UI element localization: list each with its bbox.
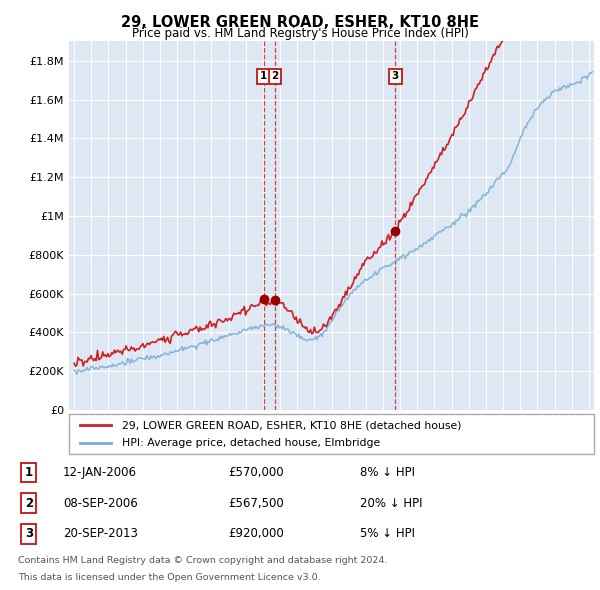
Text: £920,000: £920,000 [228,527,284,540]
Text: 3: 3 [392,71,399,81]
Text: Contains HM Land Registry data © Crown copyright and database right 2024.: Contains HM Land Registry data © Crown c… [18,556,388,565]
Text: 08-SEP-2006: 08-SEP-2006 [63,497,138,510]
Text: 3: 3 [25,527,33,540]
Text: Price paid vs. HM Land Registry's House Price Index (HPI): Price paid vs. HM Land Registry's House … [131,27,469,40]
Text: HPI: Average price, detached house, Elmbridge: HPI: Average price, detached house, Elmb… [121,438,380,448]
Text: 2: 2 [25,497,33,510]
Text: 1: 1 [25,466,33,479]
FancyBboxPatch shape [69,414,594,454]
Text: 8% ↓ HPI: 8% ↓ HPI [360,466,415,479]
Text: 5% ↓ HPI: 5% ↓ HPI [360,527,415,540]
Text: 2: 2 [271,71,278,81]
Text: 12-JAN-2006: 12-JAN-2006 [63,466,137,479]
Text: 29, LOWER GREEN ROAD, ESHER, KT10 8HE (detached house): 29, LOWER GREEN ROAD, ESHER, KT10 8HE (d… [121,421,461,431]
Text: £567,500: £567,500 [228,497,284,510]
Text: 1: 1 [260,71,267,81]
Text: 29, LOWER GREEN ROAD, ESHER, KT10 8HE: 29, LOWER GREEN ROAD, ESHER, KT10 8HE [121,15,479,30]
Text: This data is licensed under the Open Government Licence v3.0.: This data is licensed under the Open Gov… [18,573,320,582]
Text: 20-SEP-2013: 20-SEP-2013 [63,527,138,540]
Text: 20% ↓ HPI: 20% ↓ HPI [360,497,422,510]
Text: £570,000: £570,000 [228,466,284,479]
